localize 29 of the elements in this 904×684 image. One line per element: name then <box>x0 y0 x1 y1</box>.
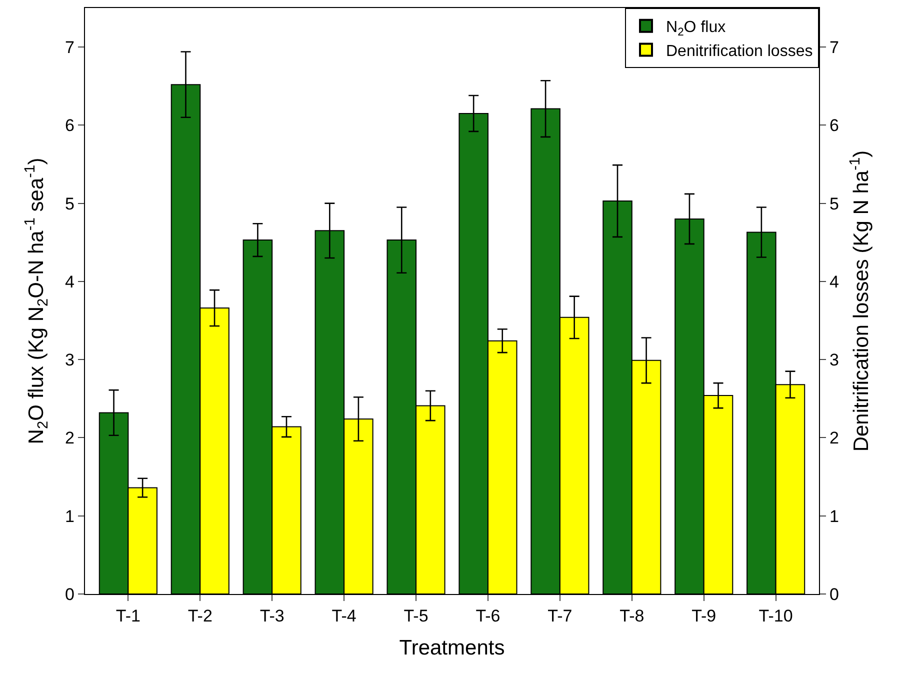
x-tick-label: T-6 <box>476 606 500 626</box>
y-tick-label: 5 <box>65 194 74 214</box>
y2-tick-label: 1 <box>830 506 839 526</box>
y2-tick-label: 7 <box>830 38 839 58</box>
y-tick-label: 4 <box>65 272 74 292</box>
x-axis-title: Treatments <box>399 636 505 660</box>
x-tick-label: T-8 <box>620 606 644 626</box>
y2-tick-label: 2 <box>830 428 839 448</box>
x-tick-label: T-1 <box>116 606 140 626</box>
y2-tick-label: 5 <box>830 194 839 214</box>
y-tick-label: 7 <box>65 38 74 58</box>
legend-label: Denitrification losses <box>666 42 813 60</box>
y2-tick-label: 3 <box>830 350 839 370</box>
x-tick-label: T-10 <box>758 606 793 626</box>
x-tick-label: T-2 <box>188 606 212 626</box>
y2-tick-label: 0 <box>830 584 839 604</box>
legend-label: N$_{2}$O flux <box>666 19 726 38</box>
y2-tick-label: 4 <box>830 272 839 292</box>
x-tick-label: T-9 <box>692 606 716 626</box>
y-tick-label: 2 <box>65 428 74 448</box>
y-tick-label: 0 <box>65 584 74 604</box>
x-tick-label: T-4 <box>332 606 356 626</box>
x-tick-label: T-3 <box>260 606 284 626</box>
y-tick-label: 6 <box>65 116 74 136</box>
x-tick-label: T-7 <box>548 606 572 626</box>
y2-tick-label: 6 <box>830 116 839 136</box>
y-tick-label: 3 <box>65 350 74 370</box>
y-tick-label: 1 <box>65 506 74 526</box>
x-tick-label: T-5 <box>404 606 428 626</box>
